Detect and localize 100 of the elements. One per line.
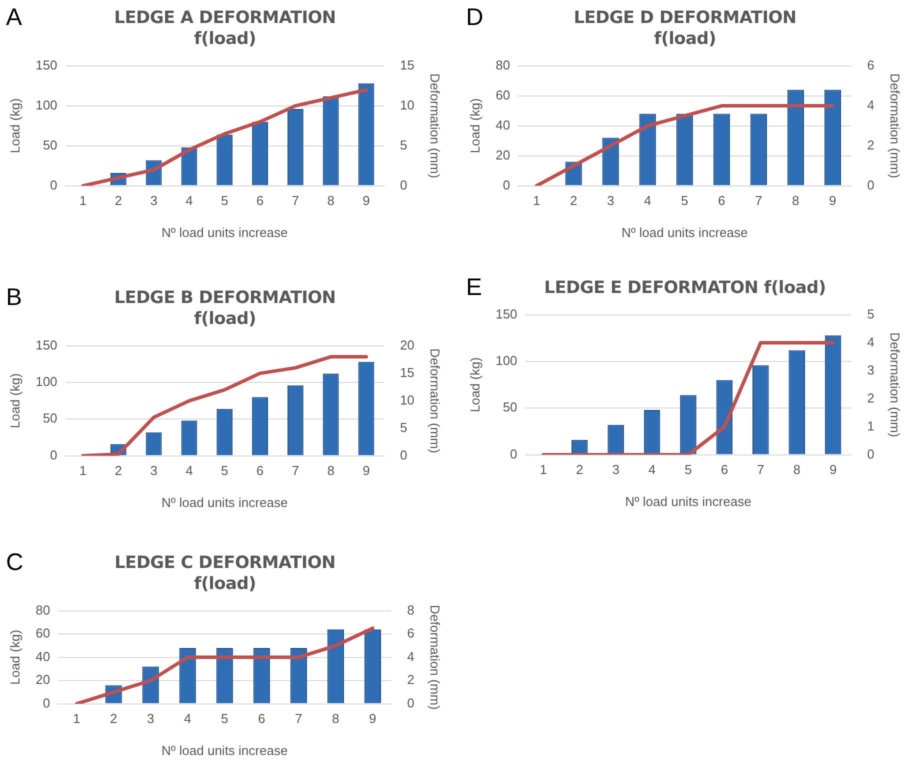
x-tick-label: 7 [292, 193, 300, 208]
x-axis-title: Nº load units increase [162, 742, 288, 758]
y2-tick-label: 10 [400, 392, 414, 408]
x-tick-label: 3 [146, 711, 154, 726]
x-tick-label: 8 [792, 193, 800, 208]
y-tick-label: 0 [50, 177, 58, 192]
y2-tick-label: 4 [407, 648, 414, 664]
x-tick-label: 5 [681, 193, 688, 208]
y2-tick-label: 4 [867, 334, 874, 350]
x-tick-label: 7 [757, 462, 764, 478]
y2-tick-label: 4 [867, 97, 874, 112]
y-tick-label: 50 [502, 400, 518, 415]
y-axis-title: Load (kg) [7, 98, 22, 154]
y2-tick-label: 0 [400, 177, 408, 192]
x-tick-label: 8 [327, 463, 334, 478]
y-tick-label: 60 [496, 87, 510, 102]
x-tick-label: 9 [369, 711, 376, 726]
y-tick-label: 40 [496, 117, 510, 132]
y-tick-label: 50 [42, 137, 58, 152]
x-tick-label: 4 [184, 711, 192, 726]
y2-tick-label: 10 [400, 97, 414, 112]
y-tick-label: 100 [496, 353, 518, 368]
y-tick-label: 0 [42, 695, 50, 710]
chart-title: LEDGE A DEFORMATION f(load) [113, 8, 337, 50]
x-axis-title: Nº load units increase [622, 224, 748, 240]
x-tick-label: 3 [150, 193, 158, 208]
y2-tick-label: 15 [400, 364, 414, 380]
x-tick-label: 1 [79, 193, 87, 208]
y2-tick-label: 5 [867, 306, 874, 322]
x-tick-label: 4 [648, 462, 656, 478]
y-tick-label: 20 [496, 147, 510, 162]
y-tick-label: 150 [36, 57, 58, 72]
x-tick-label: 5 [221, 193, 228, 208]
x-tick-label: 5 [684, 462, 692, 478]
y2-tick-label: 5 [400, 420, 408, 435]
y-tick-label: 150 [496, 306, 518, 322]
x-tick-label: 1 [79, 463, 87, 478]
x-tick-label: 3 [612, 462, 620, 478]
y-tick-label: 150 [36, 337, 58, 352]
text: C [6, 549, 24, 577]
y2-tick-label: 20 [400, 337, 414, 352]
x-tick-label: 7 [755, 193, 762, 208]
y2-axis-title: Deformation (mm) [428, 348, 443, 454]
chart-title: LEDGE C DEFORMATION f(load) [114, 553, 336, 595]
chart-title: LEDGE B DEFORMATION f(load) [113, 288, 337, 330]
x-tick-label: 2 [110, 711, 118, 726]
x-tick-label: 9 [362, 193, 370, 208]
x-tick-label: 1 [532, 193, 540, 208]
x-tick-label: 8 [793, 462, 800, 478]
x-tick-label: 4 [186, 463, 193, 478]
y2-tick-label: 6 [407, 626, 414, 641]
x-tick-label: 6 [256, 193, 264, 208]
y2-tick-label: 3 [867, 362, 874, 378]
y2-tick-label: 0 [867, 446, 874, 462]
x-tick-label: 1 [72, 711, 80, 726]
x-tick-label: 9 [362, 463, 370, 478]
y2-axis-title: Deformation (mm) [888, 332, 903, 438]
y2-axis-title: Deformation (mm) [888, 73, 903, 178]
x-tick-label: 4 [644, 193, 652, 208]
y2-tick-label: 6 [867, 57, 874, 72]
x-tick-label: 2 [576, 462, 584, 478]
y-tick-label: 50 [42, 410, 58, 426]
y2-tick-label: 1 [867, 418, 874, 434]
y-axis-title: Load (kg) [7, 373, 22, 428]
y-tick-label: 0 [502, 177, 510, 192]
chart-title: LEDGE D DEFORMATION f(load) [572, 8, 798, 50]
x-tick-label: 9 [829, 193, 836, 208]
x-tick-label: 8 [327, 193, 334, 208]
x-tick-label: 7 [295, 711, 302, 726]
y-tick-label: 100 [36, 374, 58, 390]
x-tick-label: 5 [221, 711, 228, 726]
x-axis-title: Nº load units increase [625, 494, 752, 509]
x-tick-label: 1 [540, 462, 548, 478]
y-axis-title: Load (kg) [467, 98, 482, 154]
text: A [6, 4, 22, 32]
x-tick-label: 6 [718, 193, 726, 208]
x-tick-label: 3 [150, 463, 158, 478]
x-tick-label: 6 [256, 463, 264, 478]
x-tick-label: 2 [114, 463, 122, 478]
y2-tick-label: 8 [407, 602, 414, 618]
x-tick-label: 5 [221, 463, 228, 478]
text: E [466, 274, 482, 302]
y-axis-title: Load (kg) [467, 357, 482, 412]
y2-tick-label: 0 [867, 177, 874, 192]
x-tick-label: 3 [606, 193, 614, 208]
text: B [6, 284, 22, 312]
y-axis-title: Load (kg) [7, 630, 22, 685]
x-tick-label: 2 [570, 193, 578, 208]
x-tick-label: 4 [186, 193, 193, 208]
x-tick-label: 6 [258, 711, 266, 726]
y-tick-label: 0 [50, 447, 58, 462]
y2-tick-label: 0 [407, 695, 414, 710]
y-tick-label: 20 [36, 672, 50, 688]
y2-tick-label: 2 [867, 390, 874, 406]
x-axis-title: Nº load units increase [162, 494, 288, 510]
y2-tick-label: 2 [407, 672, 414, 688]
x-tick-label: 2 [114, 193, 122, 208]
x-tick-label: 9 [829, 462, 837, 478]
y2-axis-title: Deformation (mm) [428, 604, 443, 710]
y2-tick-label: 5 [400, 137, 408, 152]
